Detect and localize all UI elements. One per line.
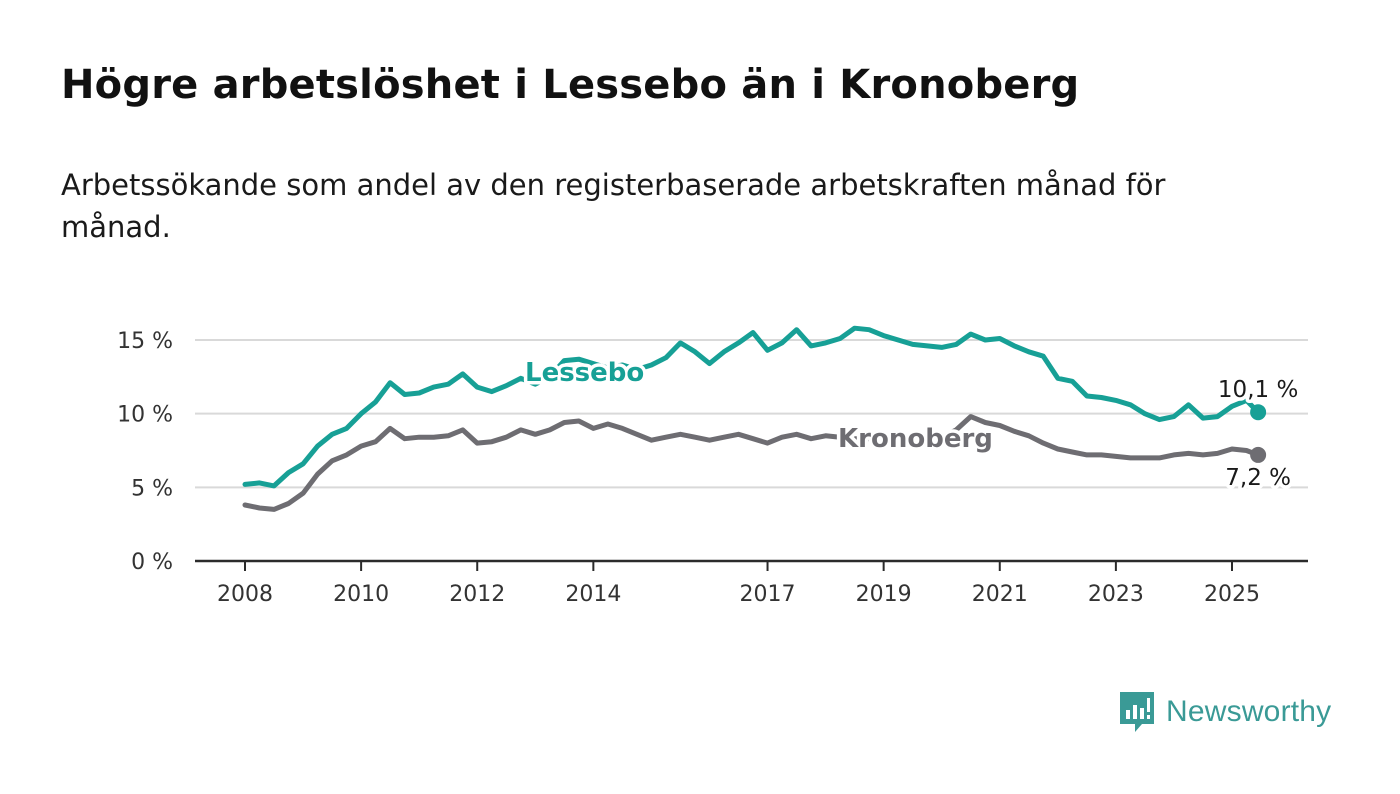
y-tick-label: 10 % [117, 403, 173, 428]
brand-logo: Newsworthy [1118, 690, 1331, 734]
y-tick-label: 5 % [131, 476, 173, 501]
end-value-label-kronoberg: 7,2 % [1225, 465, 1291, 491]
end-value-label-lessebo: 10,1 % [1218, 377, 1298, 403]
series-endpoint-kronoberg [1250, 446, 1267, 463]
brand-name: Newsworthy [1166, 695, 1332, 728]
series-labels: Lessebo Kronoberg 10,1 % 7,2 % [522, 355, 1302, 495]
y-tick-label: 15 % [117, 329, 173, 354]
series-line-kronoberg [242, 414, 1261, 512]
series-label-kronoberg: Kronoberg [838, 424, 993, 454]
series-label-lessebo: Lessebo [525, 358, 644, 388]
x-tick-label: 2019 [856, 582, 912, 607]
series-endpoint-lessebo [1250, 404, 1267, 421]
x-tick-label: 2008 [217, 582, 273, 607]
grid-lines [195, 339, 1308, 489]
chart-title: Högre arbetslöshet i Lessebo än i Kronob… [61, 62, 1080, 108]
y-tick-label: 0 % [131, 550, 173, 575]
x-tick-label: 2012 [449, 582, 505, 607]
x-tick-label: 2023 [1088, 582, 1144, 607]
series-line-lessebo [242, 325, 1261, 489]
x-tick-label: 2014 [565, 582, 621, 607]
series-lines [242, 325, 1267, 512]
x-tick-label: 2021 [972, 582, 1028, 607]
chart-subtitle: Arbetssökande som andel av den registerb… [61, 168, 1166, 244]
axes: 0 % 5 % 10 % 15 % 2008 2010 2012 2014 2017 2019 20… [117, 329, 1308, 607]
x-tick-label: 2017 [740, 582, 796, 607]
x-tick-label: 2010 [333, 582, 389, 607]
x-tick-label: 2025 [1204, 582, 1260, 607]
newsworthy-logo-icon [1120, 692, 1154, 732]
